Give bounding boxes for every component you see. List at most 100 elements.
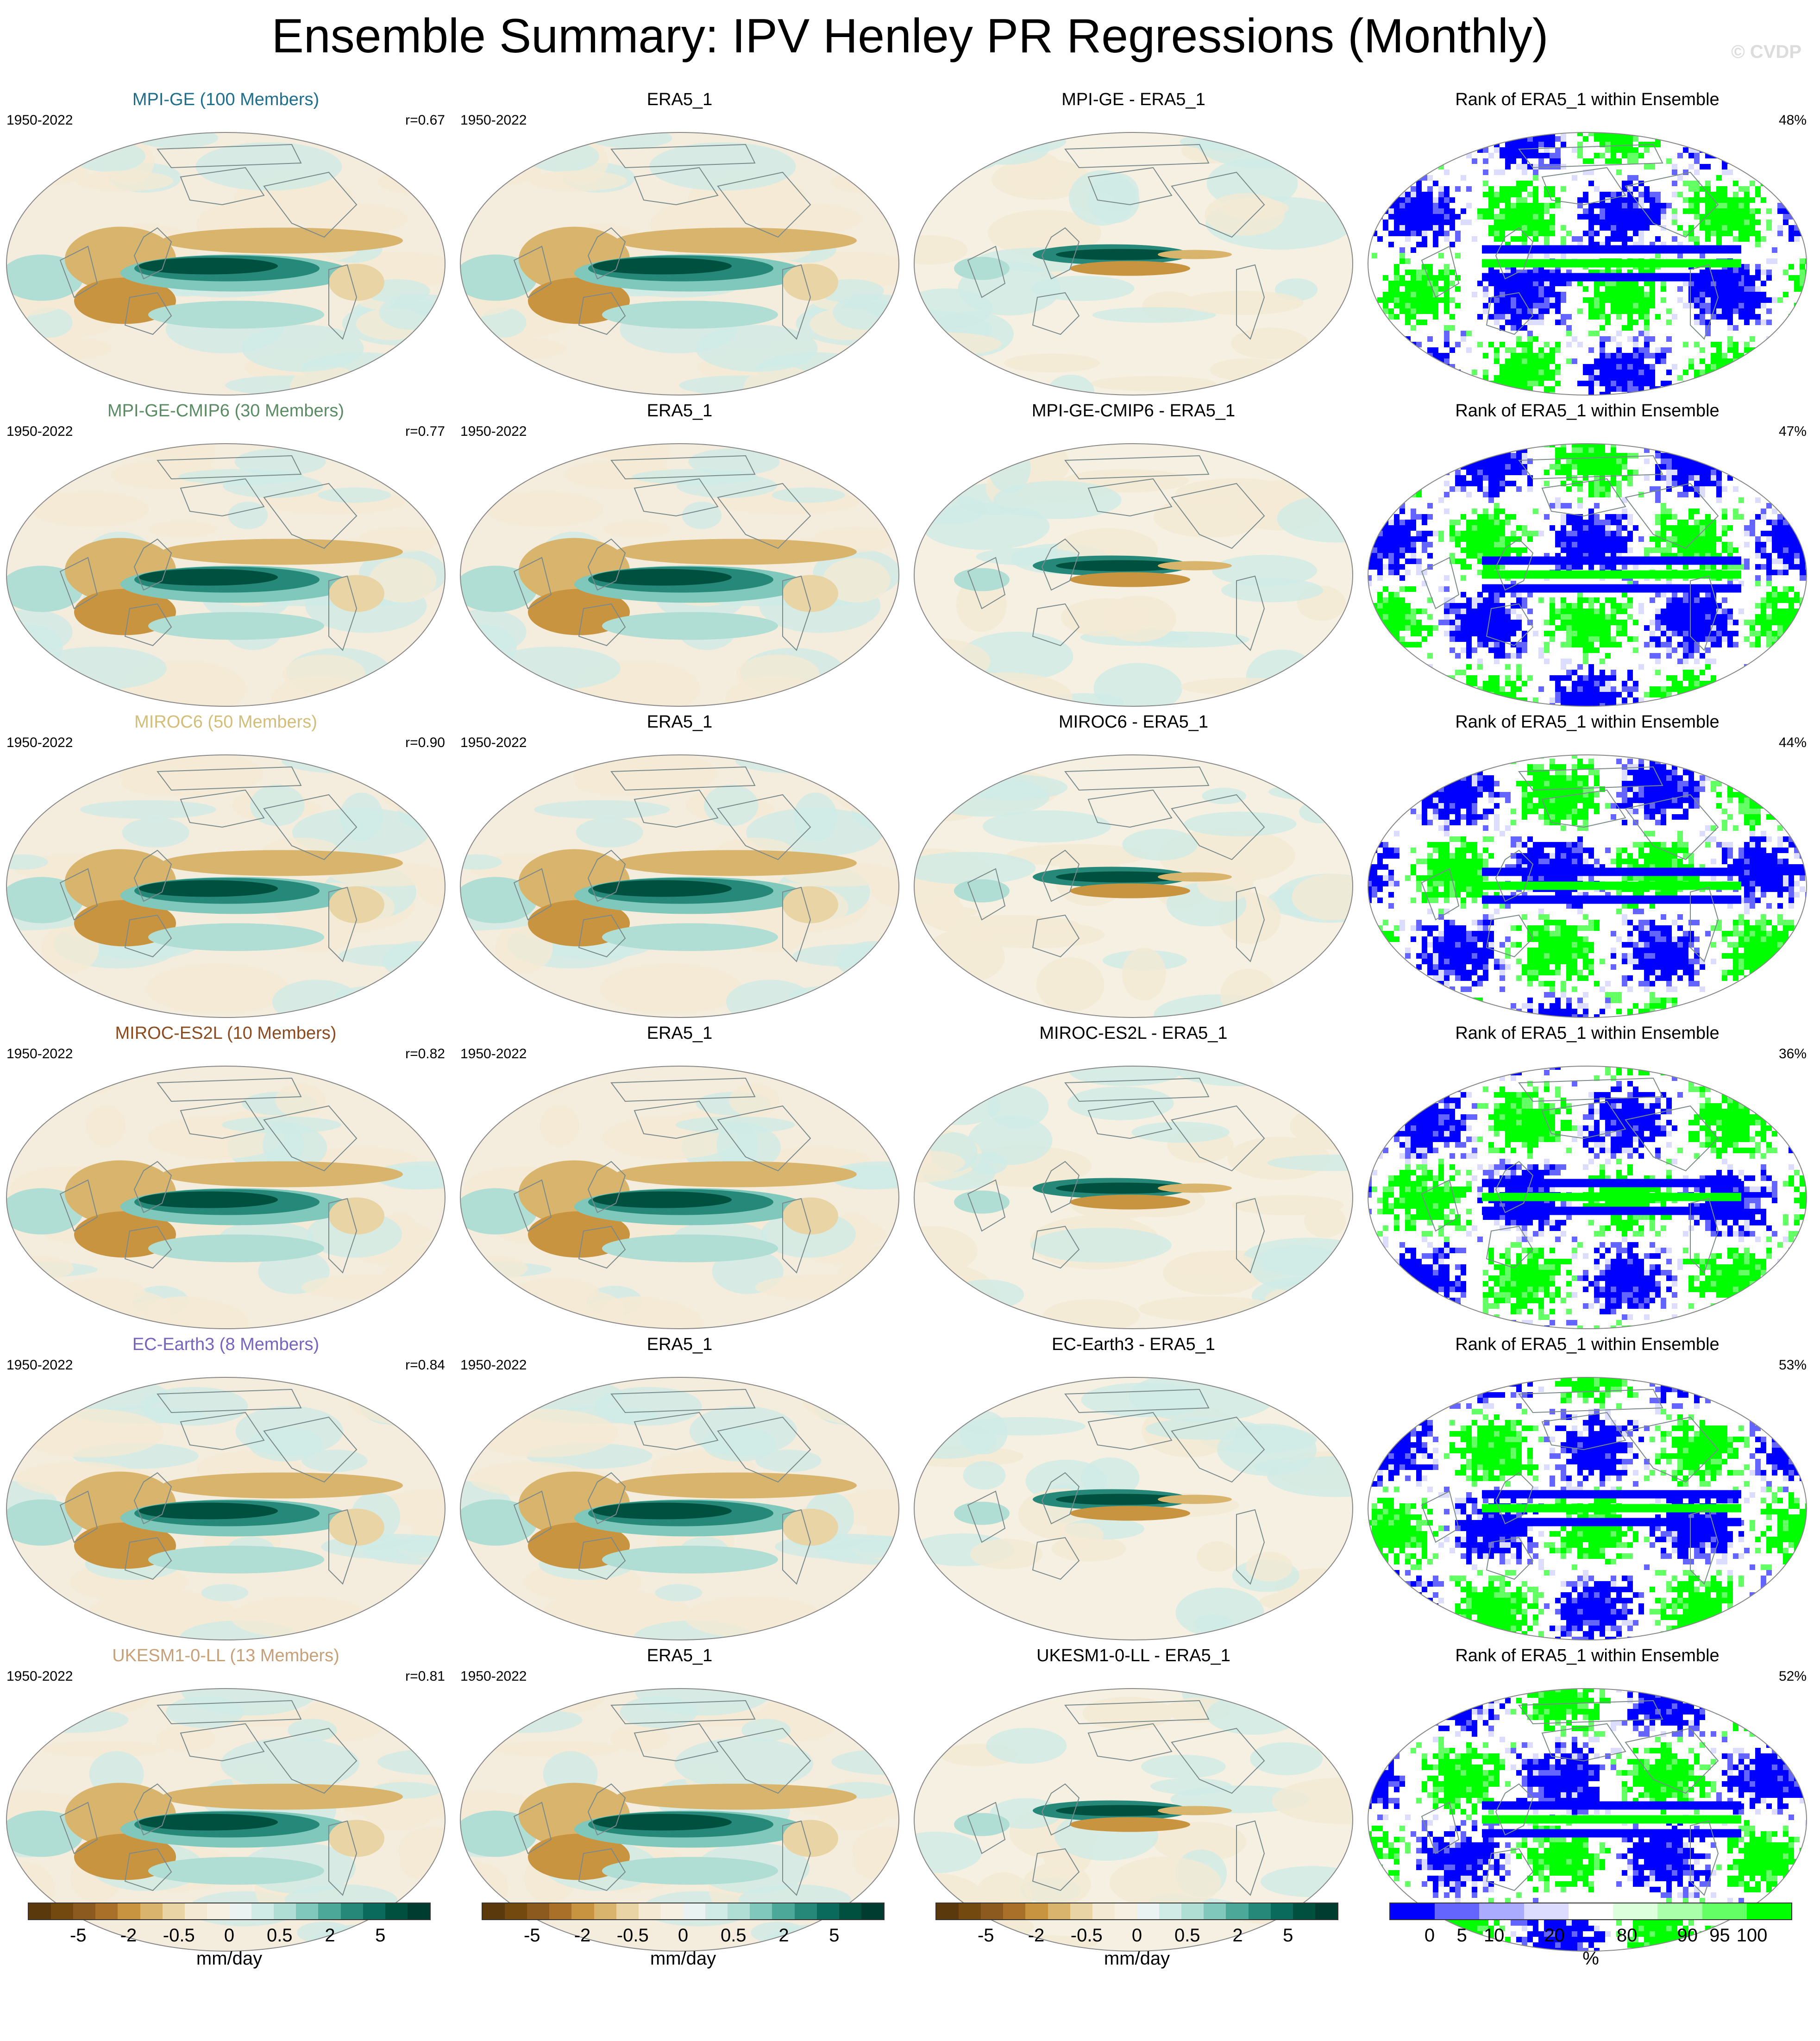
colorbar-swatch xyxy=(207,1903,229,1919)
colorbar-ticks: 0 5 10 20 80 90 95 100 xyxy=(1389,1924,1792,1947)
colorbar-swatch xyxy=(816,1903,839,1919)
colorbar-swatch xyxy=(407,1903,430,1919)
colorbar-tick-label: 2 xyxy=(778,1925,789,1946)
year-range-label: 1950-2022 xyxy=(6,735,73,750)
colorbar-swatch xyxy=(1702,1903,1747,1919)
obs-panel: ERA5_1 1950-2022 xyxy=(454,88,905,399)
colorbar-swatch xyxy=(1048,1903,1070,1919)
colorbar-swatch xyxy=(1248,1903,1271,1919)
panel-title: ERA5_1 xyxy=(646,401,713,421)
colorbar-swatch xyxy=(184,1903,207,1919)
year-range-label: 1950-2022 xyxy=(6,1669,73,1684)
colorbar-tick-label: 5 xyxy=(1283,1925,1293,1946)
colorbar-swatch xyxy=(274,1903,296,1919)
colorbar-tick-label: 0 xyxy=(678,1925,689,1946)
panel-title: ERA5_1 xyxy=(646,1646,713,1665)
colorbar-tick-label: 0 xyxy=(1131,1925,1142,1946)
year-range-label: 1950-2022 xyxy=(460,1046,527,1061)
colorbar-swatch xyxy=(527,1903,550,1919)
map-diff xyxy=(912,753,1355,1019)
colorbar-tick-label: 10 xyxy=(1483,1925,1505,1946)
colorbar-swatches xyxy=(1389,1903,1792,1920)
map-diff xyxy=(912,131,1355,397)
colorbar-tick-label: 80 xyxy=(1617,1925,1638,1946)
figure-title: Ensemble Summary: IPV Henley PR Regressi… xyxy=(271,9,1549,63)
year-range-label: 1950-2022 xyxy=(460,113,527,128)
panel-title: MIROC-ES2L (10 Members) xyxy=(115,1024,337,1043)
colorbar-tick-label: 2 xyxy=(1232,1925,1243,1946)
colorbar-tick-label: -2 xyxy=(1028,1925,1045,1946)
map-obs xyxy=(458,131,901,397)
rank-percent-label: 44% xyxy=(1778,735,1807,750)
rank-percent-label: 52% xyxy=(1778,1669,1807,1684)
colorbar-swatch xyxy=(318,1903,341,1919)
colorbar-swatch xyxy=(1181,1903,1204,1919)
colorbar-swatch xyxy=(660,1903,683,1919)
colorbar-tick-label: 20 xyxy=(1544,1925,1565,1946)
obs-panel: ERA5_1 1950-2022 xyxy=(454,1333,905,1644)
colorbar-swatch xyxy=(1435,1903,1480,1919)
colorbar-tick-label: 0.5 xyxy=(1174,1925,1200,1946)
panel-title: MPI-GE-CMIP6 - ERA5_1 xyxy=(1031,401,1236,421)
colorbar-swatch xyxy=(73,1903,96,1919)
colorbar-swatch xyxy=(251,1903,274,1919)
copyright-text: © CVDP xyxy=(1731,42,1801,62)
colorbar-swatches xyxy=(28,1903,431,1920)
map-rank xyxy=(1366,1064,1808,1331)
map-diff xyxy=(912,1064,1355,1331)
colorbar-swatch xyxy=(118,1903,140,1919)
colorbar-swatch xyxy=(594,1903,616,1919)
colorbar-swatch xyxy=(1226,1903,1249,1919)
correlation-label: r=0.84 xyxy=(405,1357,445,1373)
colorbar-swatch xyxy=(1390,1903,1435,1919)
colorbar-swatch xyxy=(1479,1903,1524,1919)
colorbar-swatch xyxy=(229,1903,252,1919)
correlation-label: r=0.81 xyxy=(405,1669,445,1684)
panel-title: EC-Earth3 (8 Members) xyxy=(132,1335,320,1354)
colorbar-tick-label: 5 xyxy=(375,1925,386,1946)
colorbar-swatch xyxy=(571,1903,594,1919)
colorbar-swatch xyxy=(1613,1903,1658,1919)
model-panel: MIROC6 (50 Members) 1950-2022 r=0.90 xyxy=(0,710,452,1022)
colorbar-swatch xyxy=(861,1903,884,1919)
year-range-label: 1950-2022 xyxy=(6,113,73,128)
year-range-label: 1950-2022 xyxy=(460,1669,527,1684)
map-rank xyxy=(1366,753,1808,1019)
correlation-label: r=0.77 xyxy=(405,424,445,439)
colorbar-tick-label: 2 xyxy=(325,1925,335,1946)
panel-title: MIROC-ES2L - ERA5_1 xyxy=(1039,1024,1228,1043)
panel-title: ERA5_1 xyxy=(646,90,713,109)
rank-panel: Rank of ERA5_1 within Ensemble 47% xyxy=(1362,399,1813,710)
colorbar-tick-label: 0.5 xyxy=(720,1925,747,1946)
map-model xyxy=(5,753,447,1019)
colorbar-swatch xyxy=(705,1903,728,1919)
colorbar-swatch xyxy=(1315,1903,1337,1919)
diff-panel: EC-Earth3 - ERA5_1 xyxy=(908,1333,1359,1644)
map-diff xyxy=(912,1375,1355,1642)
colorbar-units: mm/day xyxy=(1104,1948,1170,1969)
colorbar-tick-label: -2 xyxy=(120,1925,137,1946)
colorbar-swatch xyxy=(981,1903,1004,1919)
correlation-label: r=0.67 xyxy=(405,113,445,128)
colorbar-swatch xyxy=(772,1903,795,1919)
colorbar-swatch xyxy=(638,1903,661,1919)
panel-title: ERA5_1 xyxy=(646,1024,713,1043)
colorbar-tick-label: -0.5 xyxy=(616,1925,649,1946)
panel-title: EC-Earth3 - ERA5_1 xyxy=(1052,1335,1215,1354)
rank-panel: Rank of ERA5_1 within Ensemble 44% xyxy=(1362,710,1813,1022)
colorbar-swatches xyxy=(482,1903,885,1920)
colorbar-swatch xyxy=(385,1903,408,1919)
map-diff xyxy=(912,442,1355,708)
colorbar-swatch xyxy=(1114,1903,1137,1919)
colorbar-swatch xyxy=(1524,1903,1569,1919)
colorbar-swatch xyxy=(1270,1903,1293,1919)
colorbar-tick-label: 0 xyxy=(224,1925,235,1946)
map-model xyxy=(5,442,447,708)
panel-title: Rank of ERA5_1 within Ensemble xyxy=(1455,712,1720,732)
colorbar-swatch xyxy=(616,1903,639,1919)
colorbar-swatch xyxy=(549,1903,572,1919)
year-range-label: 1950-2022 xyxy=(6,1046,73,1061)
colorbar-swatch xyxy=(1159,1903,1182,1919)
colorbar-swatch xyxy=(1025,1903,1048,1919)
panel-title: MPI-GE - ERA5_1 xyxy=(1061,90,1205,109)
